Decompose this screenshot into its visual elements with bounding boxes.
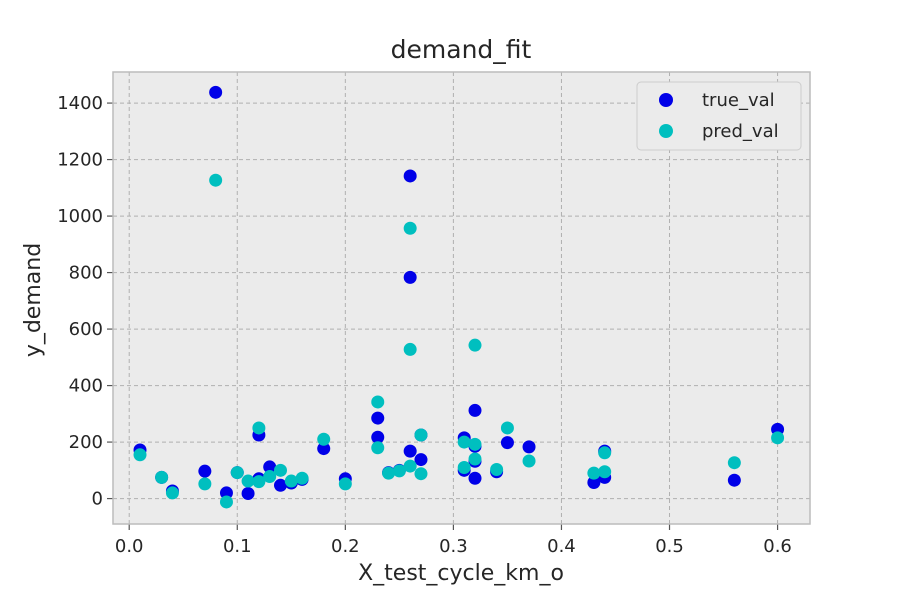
y-axis-label: y_demand — [21, 243, 46, 357]
axis-ticks: 0.0 0.1 0.2 0.3 0.4 0.5 0.6 0 200 400 600 800 1000 12… — [57, 93, 792, 557]
y-tick-label: 400 — [69, 376, 103, 397]
pred-val-point — [598, 446, 612, 460]
x-tick-label: 0.4 — [547, 536, 576, 557]
x-tick-label: 0.0 — [115, 536, 144, 557]
pred-val-point — [522, 454, 536, 468]
true-val-point — [727, 473, 741, 487]
true-val-point — [403, 169, 417, 183]
true-val-point — [317, 442, 331, 456]
pred-val-point — [371, 441, 385, 455]
pred-val-point — [468, 338, 482, 352]
y-tick-label: 1000 — [57, 206, 103, 227]
pred-val-point — [490, 462, 504, 476]
legend: true_val pred_val — [636, 81, 802, 151]
pred-val-point — [219, 495, 233, 509]
x-tick-label: 0.5 — [655, 536, 684, 557]
pred-val-point — [273, 463, 287, 477]
x-tick-label: 0.2 — [331, 536, 360, 557]
pred-val-point — [403, 221, 417, 235]
pred-val-point — [392, 464, 406, 478]
pred-val-point — [252, 421, 266, 435]
true-val-point — [371, 411, 385, 425]
legend-box — [636, 81, 802, 151]
pred-val-point — [598, 465, 612, 479]
pred-val-point — [500, 421, 514, 435]
true-val-point — [468, 471, 482, 485]
true-val-point — [468, 403, 482, 417]
y-tick-label: 800 — [69, 263, 103, 284]
pred-val-point — [727, 456, 741, 470]
pred-val-point — [414, 428, 428, 442]
data-points — [133, 85, 785, 509]
pred-val-point — [382, 466, 396, 480]
legend-label: true_val — [702, 90, 775, 111]
pred-val-point — [587, 466, 601, 480]
true-val-point — [522, 440, 536, 454]
pred-val-point — [295, 471, 309, 485]
y-tick-label: 0 — [92, 489, 103, 510]
true-val-point — [500, 436, 514, 450]
y-tick-label: 200 — [69, 432, 103, 453]
grid — [113, 72, 810, 524]
true-val-point — [219, 486, 233, 500]
pred-val-point — [317, 432, 331, 446]
pred-val-point — [155, 470, 169, 484]
legend-marker — [659, 93, 673, 107]
true-val-point — [263, 460, 277, 474]
x-axis-label: X_test_cycle_km_o — [358, 561, 564, 586]
true-val-point — [273, 478, 287, 492]
pred-val-point — [457, 435, 471, 449]
pred-val-point — [263, 470, 277, 484]
pred-val-point — [403, 342, 417, 356]
true-val-point — [209, 85, 223, 99]
legend-label: pred_val — [702, 121, 779, 142]
x-tick-label: 0.1 — [223, 536, 252, 557]
true-val-point — [403, 270, 417, 284]
x-tick-label: 0.3 — [439, 536, 468, 557]
pred-val-point — [338, 477, 352, 491]
chart-title: demand_fit — [391, 35, 532, 64]
true-val-point — [414, 453, 428, 467]
pred-val-point — [252, 475, 266, 489]
true-val-point — [403, 444, 417, 458]
plot-frame — [112, 71, 811, 525]
true-val-point — [241, 486, 255, 500]
y-tick-label: 600 — [69, 319, 103, 340]
pred-val-point — [468, 437, 482, 451]
pred-val-point — [403, 459, 417, 473]
pred-val-point — [241, 474, 255, 488]
true-val-point — [371, 430, 385, 444]
pred-val-point — [133, 448, 147, 462]
pred-val-point — [209, 173, 223, 187]
y-tick-label: 1400 — [57, 93, 103, 114]
pred-val-point — [771, 431, 785, 445]
pred-val-point — [414, 467, 428, 481]
pred-val-point — [468, 452, 482, 466]
true-val-point — [587, 475, 601, 489]
pred-val-point — [371, 395, 385, 409]
pred-val-point — [284, 474, 298, 488]
legend-marker — [659, 124, 673, 138]
y-tick-label: 1200 — [57, 150, 103, 171]
pred-val-point — [457, 461, 471, 474]
pred-val-point — [165, 486, 179, 500]
x-tick-label: 0.6 — [763, 536, 792, 557]
pred-val-point — [230, 466, 244, 480]
pred-val-point — [198, 477, 212, 491]
true-val-point — [198, 464, 212, 478]
